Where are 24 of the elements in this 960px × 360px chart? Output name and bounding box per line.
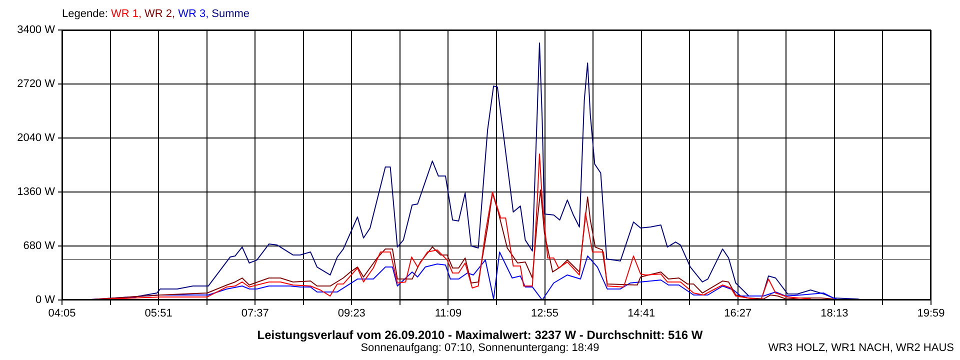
text: Summe	[212, 8, 250, 20]
x-tick-label: 19:59	[917, 308, 945, 320]
x-tick-label: 18:13	[820, 308, 848, 320]
text: Sonnenaufgang: 07:10, Sonnenuntergang: 18:49	[360, 342, 600, 354]
y-tick-label: 3400 W	[17, 24, 56, 36]
text: WR 3,	[178, 8, 209, 20]
y-tick-label: 0 W	[35, 294, 56, 306]
text: WR 2,	[144, 8, 176, 20]
y-tick-label: 2720 W	[17, 78, 56, 90]
text: WR 1,	[110, 8, 142, 20]
text: WR3 HOLZ, WR1 NACH, WR2 HAUS	[768, 342, 954, 354]
legend-title: Legende:	[62, 8, 109, 20]
x-tick-label: 11:09	[434, 308, 462, 320]
y-tick-label: 680 W	[23, 240, 56, 252]
y-tick-label: 2040 W	[17, 132, 56, 144]
x-tick-label: 04:05	[48, 308, 76, 320]
y-tick-label: 1360 W	[17, 186, 56, 198]
x-tick-label: 14:41	[628, 308, 656, 320]
x-tick-label: 05:51	[144, 308, 172, 320]
x-tick-label: 09:23	[338, 308, 366, 320]
text: Leistungsverlauf vom 26.09.2010 - Maximalwert: 3237 W - Durchschnitt: 516 W	[256, 328, 704, 342]
x-tick-label: 16:27	[724, 308, 752, 320]
x-tick-label: 12:55	[531, 308, 559, 320]
x-tick-label: 07:37	[241, 308, 269, 320]
